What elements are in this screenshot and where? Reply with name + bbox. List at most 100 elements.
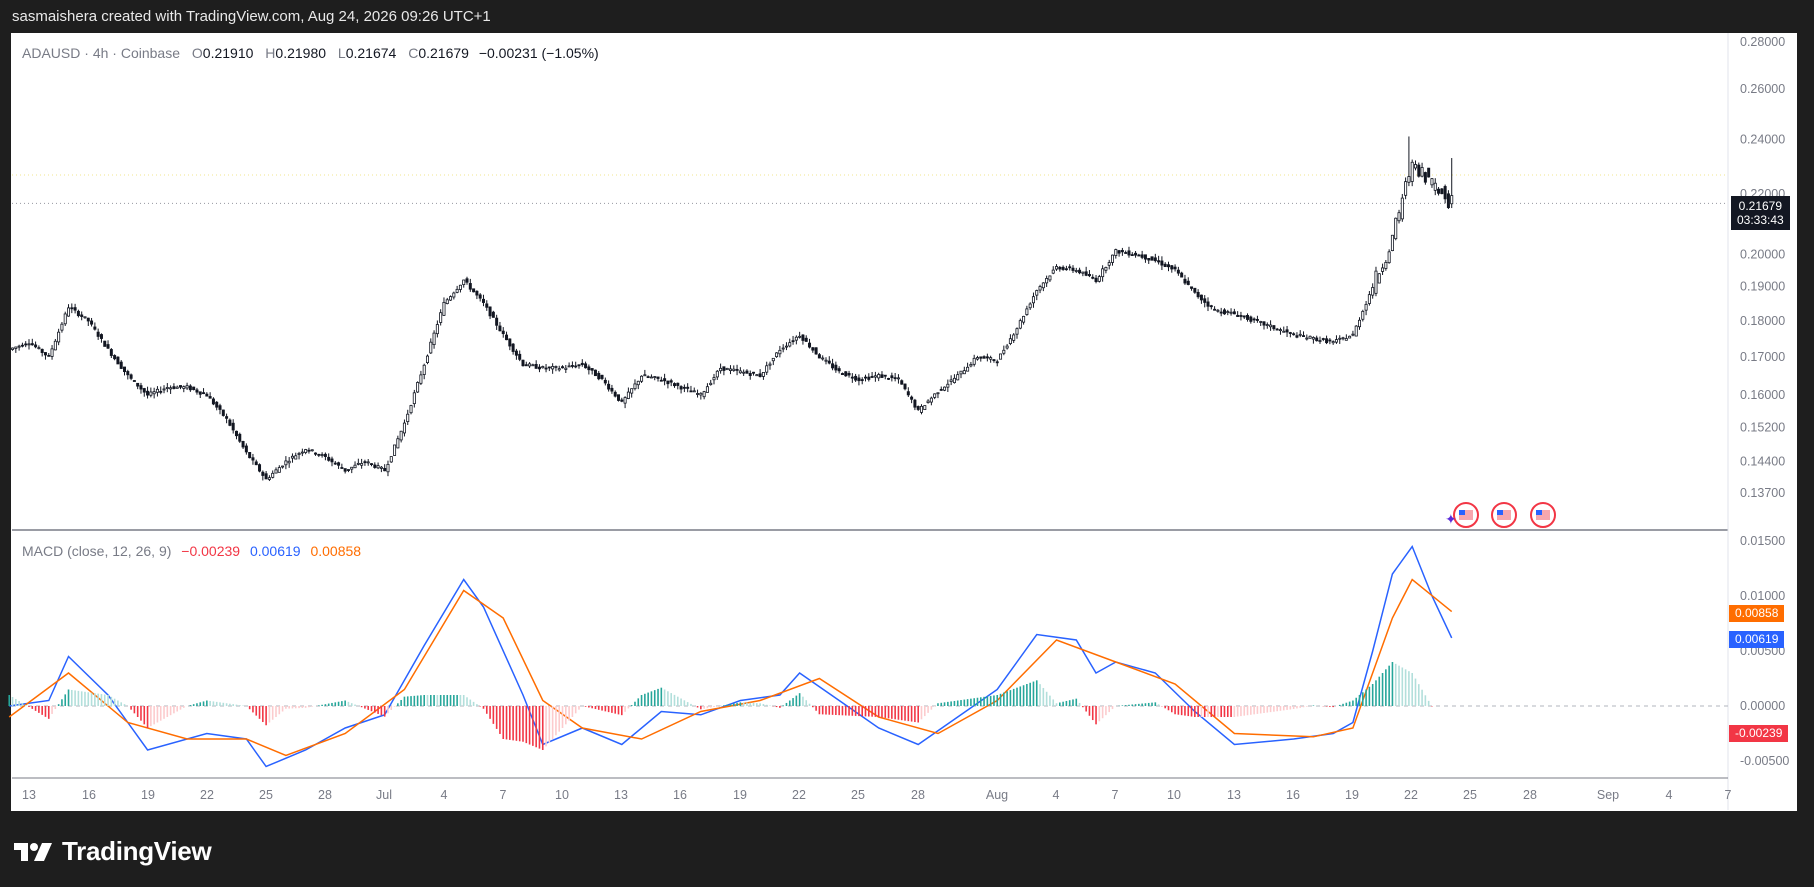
candle-body [231,422,235,431]
candle-body [73,307,77,311]
candle-body [1173,266,1177,270]
brand-name: TradingView [62,836,212,866]
candle-body [465,278,469,283]
candle-body [370,463,374,466]
candle-body [218,405,222,410]
candle-body [1048,275,1052,281]
candle-body [752,371,756,374]
candle-body [1397,212,1401,222]
candle-body [360,463,364,466]
candle-body [389,456,393,463]
candle-body [728,368,732,371]
time-axis-tick: 7 [500,788,507,802]
candle-body [962,370,966,375]
candle-body [1358,319,1362,328]
candle-body [396,438,400,449]
candle-body [300,451,304,454]
candle-body [946,383,950,388]
candle-body [659,379,663,382]
candle-body [340,467,344,469]
candle-body [653,376,657,378]
candle-body [788,342,792,347]
candle-body [738,370,742,374]
candle-body [1443,186,1447,200]
candle-body [867,376,871,380]
candle-body [1420,167,1424,177]
candle-body [195,389,199,393]
candle-body [109,349,113,356]
time-axis-tick: 22 [1404,788,1418,802]
candle-body [821,357,825,360]
time-axis-tick: 22 [200,788,214,802]
candle-body [320,454,324,456]
time-axis-tick: Aug [986,788,1008,802]
candle-body [449,296,453,301]
candle-body [709,382,713,386]
candle-body [304,449,308,453]
candle-body [225,416,229,419]
candle-body [959,370,963,375]
candle-body [936,392,940,395]
time-axis-tick: 25 [851,788,865,802]
candle-body [1348,335,1352,339]
time-axis-tick: 28 [1523,788,1537,802]
tradingview-brand[interactable]: TradingView [14,836,212,867]
candle-body [900,380,904,385]
candle-body [633,383,637,390]
candle-body [804,337,808,342]
candle-body [1440,188,1444,195]
candle-body [1005,345,1009,349]
signal-value-tag: 0.00858 [1729,605,1785,622]
candle-body [462,279,466,286]
candle-body [215,401,219,408]
candle-body [864,376,868,379]
candle-body [765,365,769,373]
candle-body [551,366,555,370]
candle-body [261,471,265,476]
candle-body [123,366,127,373]
chart-frame [11,33,1797,811]
candle-body [290,455,294,459]
histogram-value-tag: -0.00239 [1729,725,1789,742]
candle-body [919,405,923,413]
candle-body [96,331,100,337]
candle-body [1229,311,1233,314]
candle-body [705,386,709,393]
candle-body [811,347,815,351]
candle-body [923,405,927,411]
legend-close: 0.21679 [418,45,469,61]
time-axis-tick: 7 [1112,788,1119,802]
time-axis-tick: 16 [673,788,687,802]
candle-body [975,357,979,360]
candle-body [982,356,986,359]
candle-body [412,392,416,405]
candle-body [534,363,538,369]
candle-body [1292,333,1296,336]
candle-body [896,377,900,380]
candle-body [1097,276,1101,282]
candle-body [116,356,120,365]
macd-legend-signal: 0.00858 [310,543,362,559]
macd-legend-name: MACD (close, 12, 26, 9) [22,543,172,559]
candle-body [528,363,532,367]
candle-body [547,366,551,369]
candle-body [37,347,41,350]
price-axis-tick: 0.20000 [1740,247,1785,261]
candle-body [1015,328,1019,335]
candle-body [169,387,173,390]
candle-body [758,373,762,378]
last-price-tag: 0.21679 03:33:43 [1731,196,1790,230]
candle-body [67,307,71,317]
candle-body [1242,315,1246,318]
candle-body [903,383,907,390]
candle-body [422,364,426,375]
candle-body [1410,161,1414,182]
candle-body [498,325,502,332]
candle-body [636,380,640,386]
chart-attribution: sasmaishera created with TradingView.com… [12,8,491,25]
candle-body [1427,167,1431,178]
candle-body [1078,269,1082,274]
candle-body [491,311,495,318]
candle-body [34,344,38,348]
